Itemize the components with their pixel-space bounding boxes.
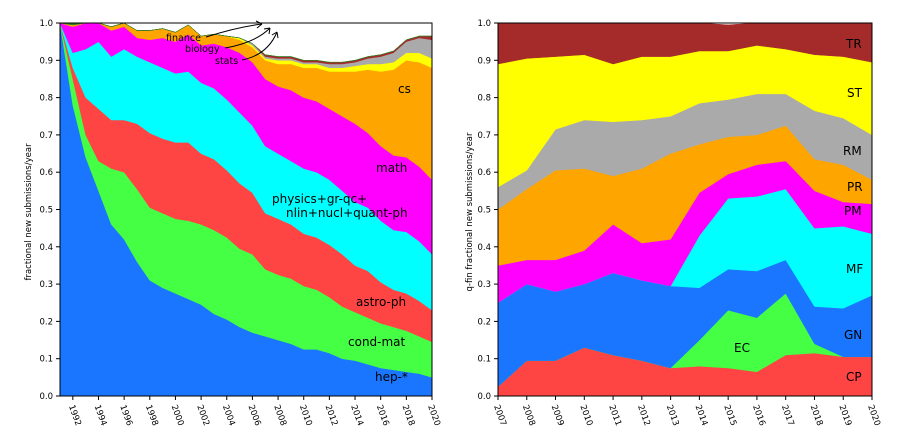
right-y-tick-label: 0.0: [477, 392, 491, 402]
chart-right: q-fin fractional new submissions/year 0.…: [465, 19, 882, 427]
left-x-tick-label: 1994: [92, 404, 109, 428]
arrowhead-finance: [255, 20, 263, 29]
left-x-tick-label: 2004: [220, 404, 237, 428]
right-x-tick-label: 2009: [549, 404, 566, 428]
right-y-tick-label: 0.2: [477, 317, 491, 327]
right-y-tick-label: 0.3: [477, 280, 491, 290]
left-y-tick-label: 0.5: [39, 206, 53, 216]
arrow-stats: [241, 31, 278, 61]
right-y-tick-label: 0.9: [477, 56, 491, 66]
right-areas: [497, 22, 873, 397]
left-areas: [59, 22, 433, 397]
chart-left: fractional new submissions/year 0.0 0.1 0.…: [24, 19, 442, 427]
left-region-labels: hep-* cond-mat astro-ph physics+gr-qc+ n…: [272, 82, 411, 384]
left-y-tick-label: 0.3: [39, 280, 53, 290]
left-y-tick-label: 0.0: [39, 392, 53, 402]
right-y-tick-label: 0.1: [477, 355, 491, 365]
right-x-tick-label: 2016: [750, 404, 767, 428]
arrow-biology: [224, 27, 271, 49]
region-label-math: math: [376, 161, 407, 175]
left-y-tick-label: 0.8: [39, 94, 53, 104]
right-x-tick-label: 2015: [721, 404, 738, 428]
right-x-tick-label: 2012: [635, 404, 652, 428]
right-x-tick-label: 2014: [693, 404, 710, 428]
left-y-tick-label: 0.2: [39, 317, 53, 327]
left-x-tick-label: 2016: [374, 404, 391, 428]
arrowhead-biology: [263, 27, 271, 35]
region-label-pm: PM: [844, 204, 862, 218]
left-y-axis-label: fractional new submissions/year: [24, 143, 34, 281]
right-x-tick-label: 2020: [865, 404, 882, 428]
right-y-tick-label: 0.4: [477, 243, 491, 253]
region-label-pr: PR: [847, 180, 863, 194]
left-y-tick-label: 0.4: [39, 243, 53, 253]
right-x-tick-label: 2017: [779, 404, 796, 428]
left-x-tick-label: 1996: [117, 404, 134, 428]
left-x-tick-label: 2008: [271, 404, 288, 428]
left-y-tick-label: 1.0: [39, 19, 53, 29]
left-annotations: finance biology stats: [166, 20, 279, 67]
left-x-tick-label: 2014: [348, 404, 365, 428]
region-label-astro-ph: astro-ph: [356, 295, 406, 309]
annotation-stats: stats: [215, 56, 238, 67]
left-y-tick-label: 0.9: [39, 56, 53, 66]
region-label-st: ST: [847, 86, 863, 100]
left-x-tick-label: 1992: [66, 404, 83, 428]
annotation-biology: biology: [185, 44, 220, 55]
right-y-tick-label: 0.6: [477, 168, 491, 178]
left-x-tick-label: 1998: [143, 404, 160, 428]
region-label-gn: GN: [844, 328, 862, 342]
region-label-cs: cs: [398, 82, 411, 96]
left-x-tick-label: 2000: [169, 404, 186, 428]
region-label-ec: EC: [734, 341, 750, 355]
region-label-hep: hep-*: [375, 370, 408, 384]
right-x-tick-label: 2011: [606, 404, 623, 428]
right-y-tick-label: 0.8: [477, 94, 491, 104]
left-x-tick-label: 2006: [246, 404, 263, 428]
right-y-tick-label: 1.0: [477, 19, 491, 29]
right-y-tick-label: 0.5: [477, 206, 491, 216]
left-x-tick-label: 2012: [323, 404, 340, 428]
region-label-rm: RM: [843, 144, 862, 158]
right-x-tick-label: 2008: [520, 404, 537, 428]
region-label-mf: MF: [846, 262, 863, 276]
right-y-tick-label: 0.7: [477, 131, 491, 141]
arrow-finance: [205, 23, 263, 38]
left-y-tick-label: 0.6: [39, 168, 53, 178]
right-x-tick-label: 2019: [836, 404, 853, 428]
right-x-tick-label: 2013: [664, 404, 681, 428]
left-y-tick-label: 0.1: [39, 355, 53, 365]
left-x-tick-label: 2010: [297, 404, 314, 428]
annotation-finance: finance: [166, 33, 201, 44]
right-region-labels: TR ST RM PR PM MF GN EC CP: [734, 37, 863, 384]
left-x-tick-label: 2002: [194, 404, 211, 428]
left-x-tick-label: 2018: [400, 404, 417, 428]
region-label-cp: CP: [846, 370, 862, 384]
right-y-axis-label: q-fin fractional new submissions/year: [465, 132, 475, 292]
region-label-physics-line2: nlin+nucl+quant-ph: [286, 206, 408, 220]
left-x-tick-label: 2020: [425, 404, 442, 428]
right-x-tick-label: 2010: [577, 404, 594, 428]
arrowhead-stats: [271, 31, 279, 39]
right-x-tick-label: 2018: [808, 404, 825, 428]
right-x-tick-label: 2007: [491, 404, 508, 428]
left-y-tick-label: 0.7: [39, 131, 53, 141]
region-label-physics-line1: physics+gr-qc+: [272, 192, 367, 206]
region-label-cond-mat: cond-mat: [348, 335, 406, 349]
region-label-tr: TR: [845, 37, 862, 51]
left-area-other: [59, 22, 432, 63]
